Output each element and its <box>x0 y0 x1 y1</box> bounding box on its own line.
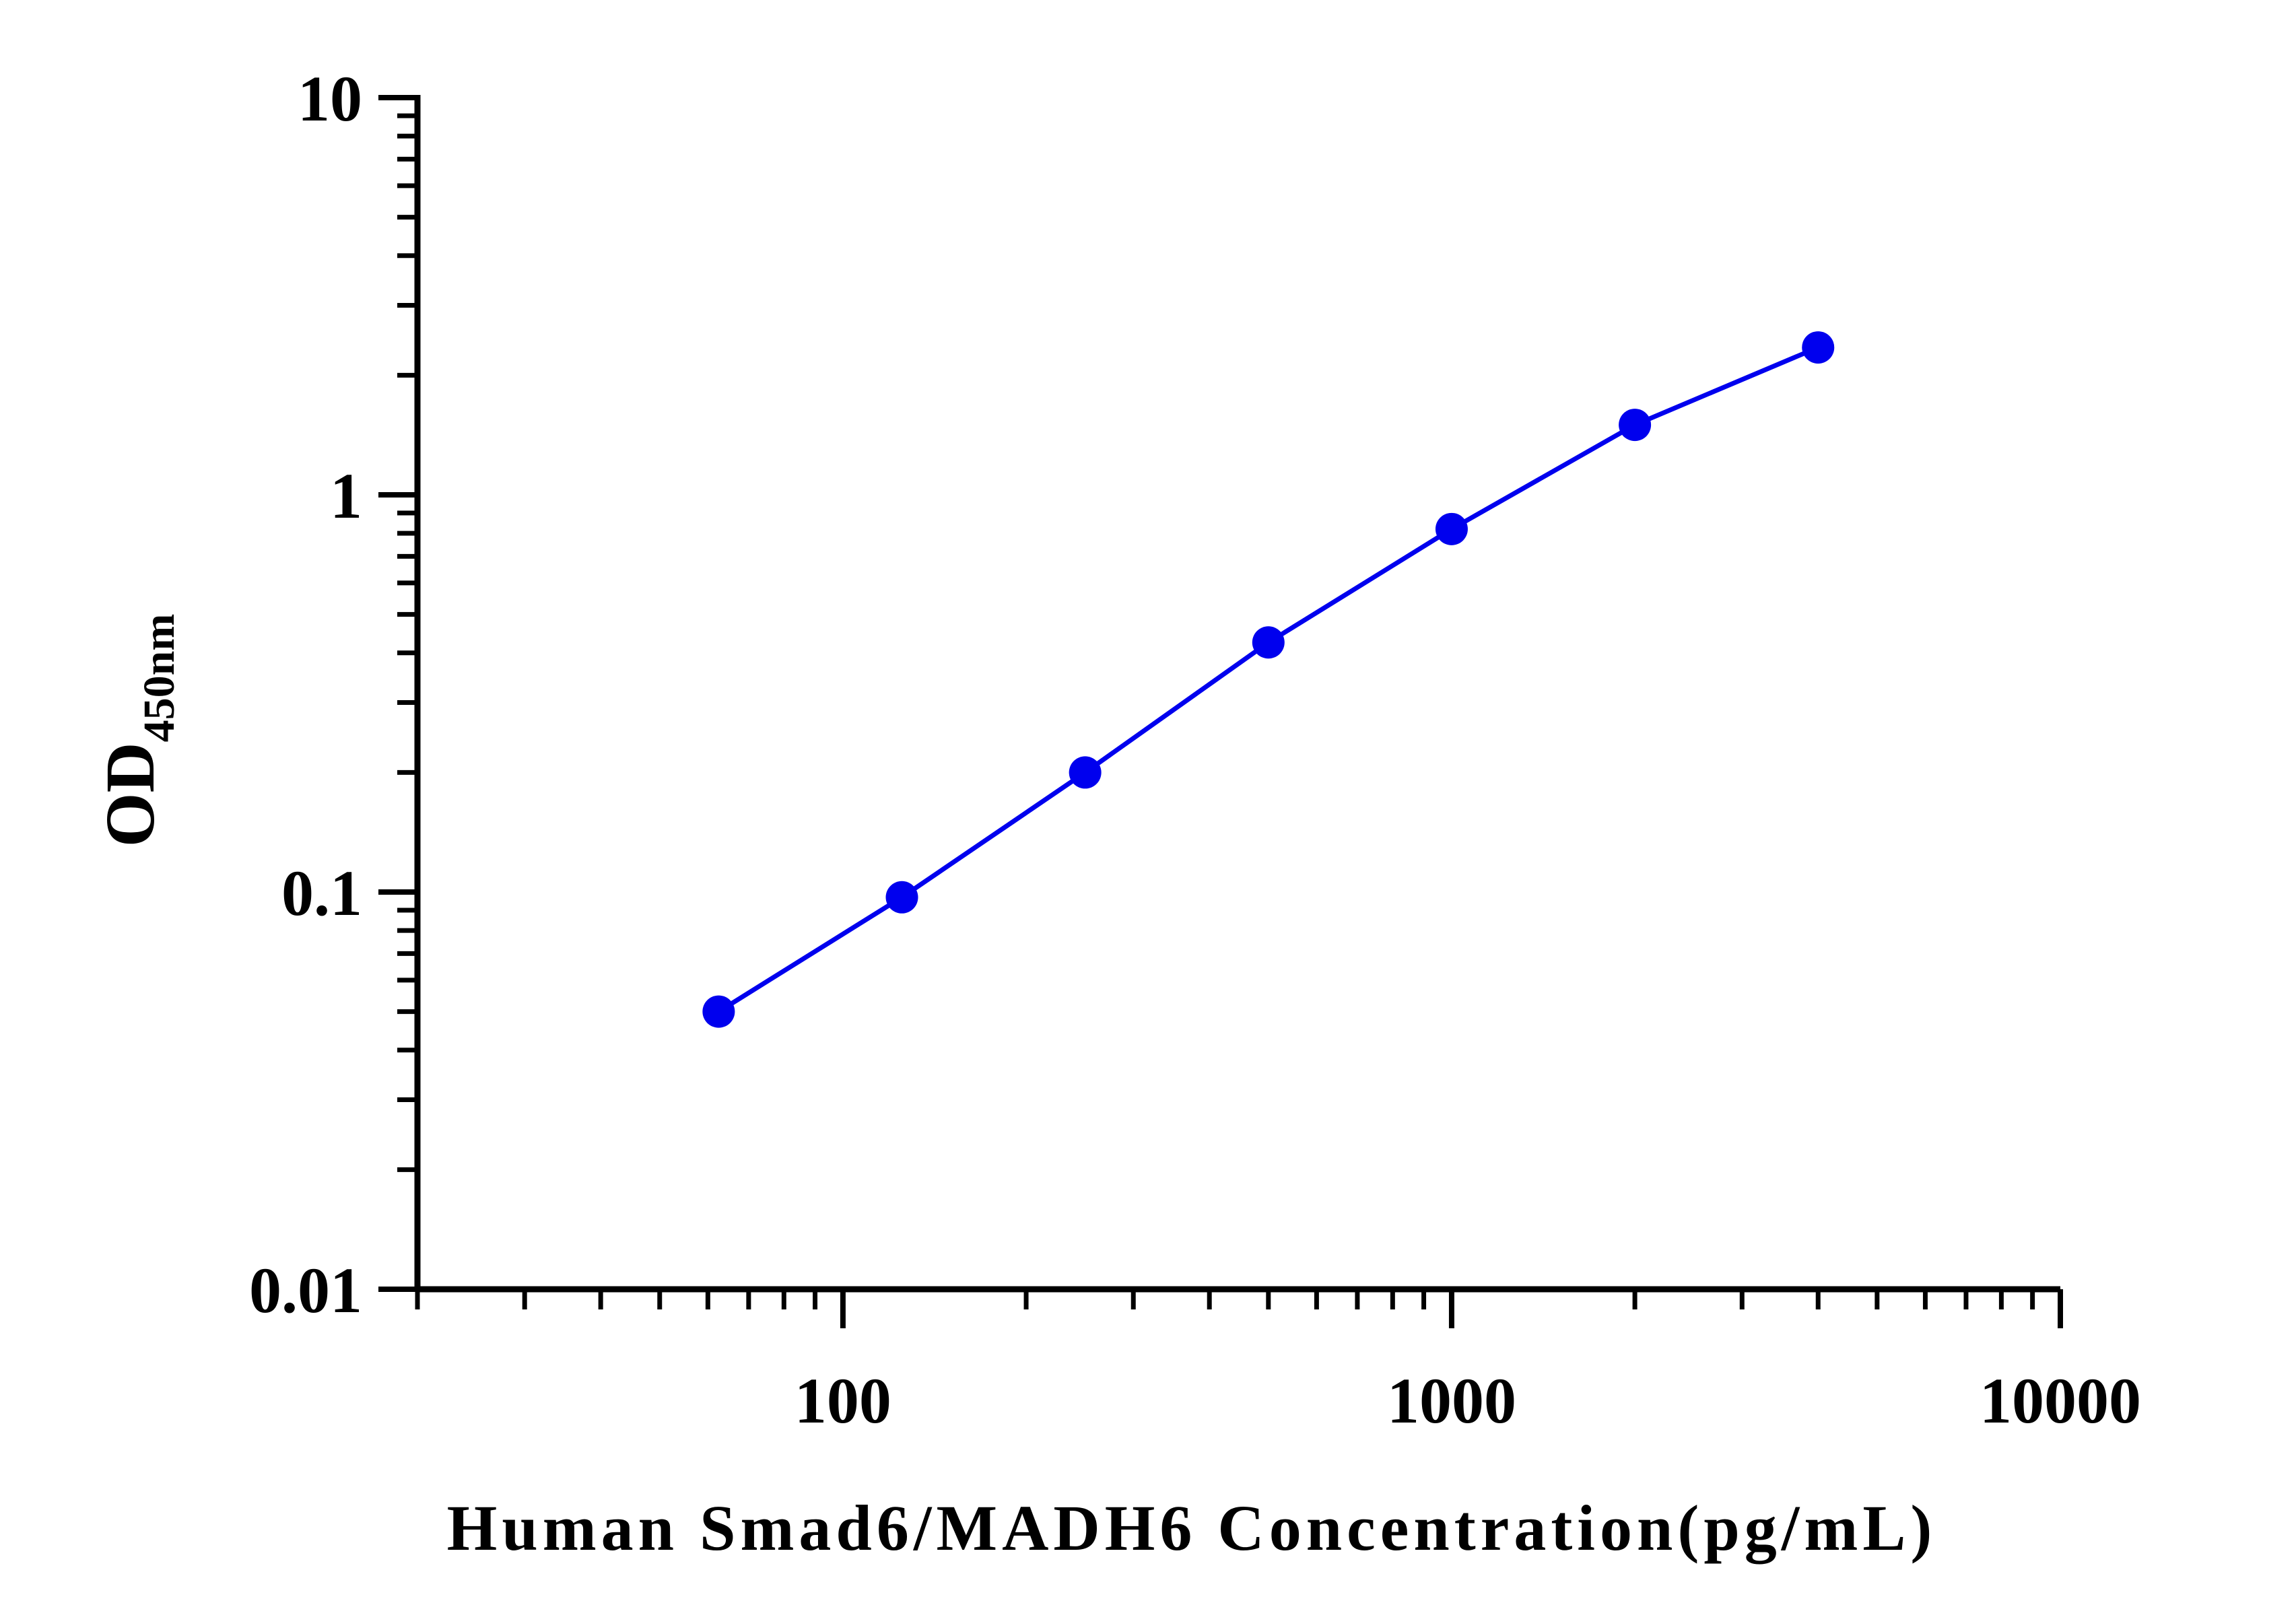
ticks: 0.01 0.1 1 10 100 1000 10000 <box>249 63 2141 1437</box>
data-point <box>1252 626 1285 659</box>
y-axis-label-subscript: 450nm <box>135 614 184 743</box>
x-tick-label: 100 <box>795 1365 891 1437</box>
data-point <box>702 995 735 1028</box>
data-point <box>885 881 918 914</box>
data-point <box>1069 756 1102 789</box>
y-tick-label: 0.1 <box>281 857 362 929</box>
series-line <box>717 345 1819 1014</box>
y-tick-label: 10 <box>298 63 362 135</box>
x-axis-label: Human Smad6/MADH6 Concentration(pg/mL) <box>447 1492 1937 1564</box>
y-axis-label-main: OD <box>92 742 169 847</box>
x-tick-label: 10000 <box>1980 1365 2141 1437</box>
y-tick-label: 0.01 <box>249 1254 362 1326</box>
data-point <box>1435 512 1468 545</box>
series <box>702 331 1835 1028</box>
axes <box>414 95 2060 1293</box>
y-axis-label: OD450nm <box>92 614 184 848</box>
x-tick-label: 1000 <box>1387 1365 1516 1437</box>
y-tick-label: 1 <box>330 460 362 532</box>
data-point <box>1619 409 1652 442</box>
data-point <box>1802 331 1835 364</box>
